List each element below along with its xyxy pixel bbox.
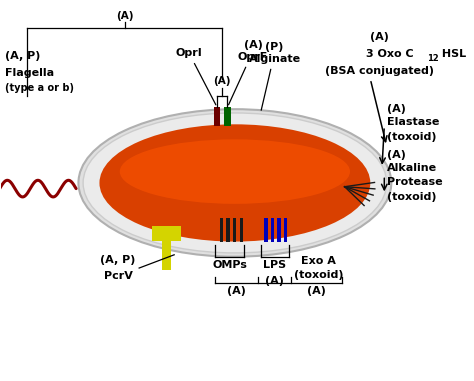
Ellipse shape bbox=[100, 124, 370, 242]
Bar bbox=[277, 218, 281, 242]
Text: (A): (A) bbox=[213, 77, 231, 86]
Text: OMPs: OMPs bbox=[212, 260, 247, 270]
Text: (A): (A) bbox=[387, 104, 406, 114]
Bar bbox=[220, 218, 223, 242]
Text: Flagella: Flagella bbox=[5, 68, 54, 78]
Text: (toxoid): (toxoid) bbox=[294, 270, 344, 280]
Bar bbox=[271, 218, 274, 242]
Ellipse shape bbox=[120, 139, 350, 204]
Text: Protease: Protease bbox=[387, 177, 442, 187]
Text: HSL: HSL bbox=[438, 50, 466, 59]
Bar bbox=[233, 218, 236, 242]
Bar bbox=[264, 218, 267, 242]
Text: Elastase: Elastase bbox=[387, 117, 439, 127]
Text: OprI: OprI bbox=[176, 48, 216, 105]
Bar bbox=[224, 107, 231, 126]
Bar bbox=[227, 218, 230, 242]
Text: LPS: LPS bbox=[263, 260, 286, 270]
Bar bbox=[163, 238, 171, 270]
Text: (A)
OprF: (A) OprF bbox=[228, 40, 268, 105]
Text: (A): (A) bbox=[228, 286, 246, 296]
Text: (A): (A) bbox=[265, 275, 284, 286]
Text: Exo A: Exo A bbox=[301, 256, 337, 266]
Text: PcrV: PcrV bbox=[104, 271, 133, 281]
Text: (A, P): (A, P) bbox=[5, 51, 40, 61]
Ellipse shape bbox=[78, 109, 392, 257]
Bar bbox=[214, 107, 220, 126]
FancyBboxPatch shape bbox=[152, 226, 181, 241]
Text: (A): (A) bbox=[307, 286, 326, 296]
Bar bbox=[284, 218, 287, 242]
Text: (type a or b): (type a or b) bbox=[5, 83, 74, 93]
Text: 3 Oxo C: 3 Oxo C bbox=[365, 50, 413, 59]
Text: (A): (A) bbox=[370, 32, 389, 42]
Text: (P)
Alginate: (P) Alginate bbox=[248, 42, 301, 110]
Text: (A, P): (A, P) bbox=[100, 256, 136, 266]
Bar bbox=[239, 218, 243, 242]
Text: (A): (A) bbox=[116, 11, 133, 21]
Ellipse shape bbox=[83, 113, 387, 253]
Text: Alkaline: Alkaline bbox=[387, 163, 437, 173]
Text: (A): (A) bbox=[387, 150, 406, 160]
Text: 12: 12 bbox=[427, 54, 439, 63]
Text: (toxoid): (toxoid) bbox=[387, 192, 436, 202]
Text: (BSA conjugated): (BSA conjugated) bbox=[325, 66, 434, 76]
Text: (toxoid): (toxoid) bbox=[387, 132, 436, 142]
